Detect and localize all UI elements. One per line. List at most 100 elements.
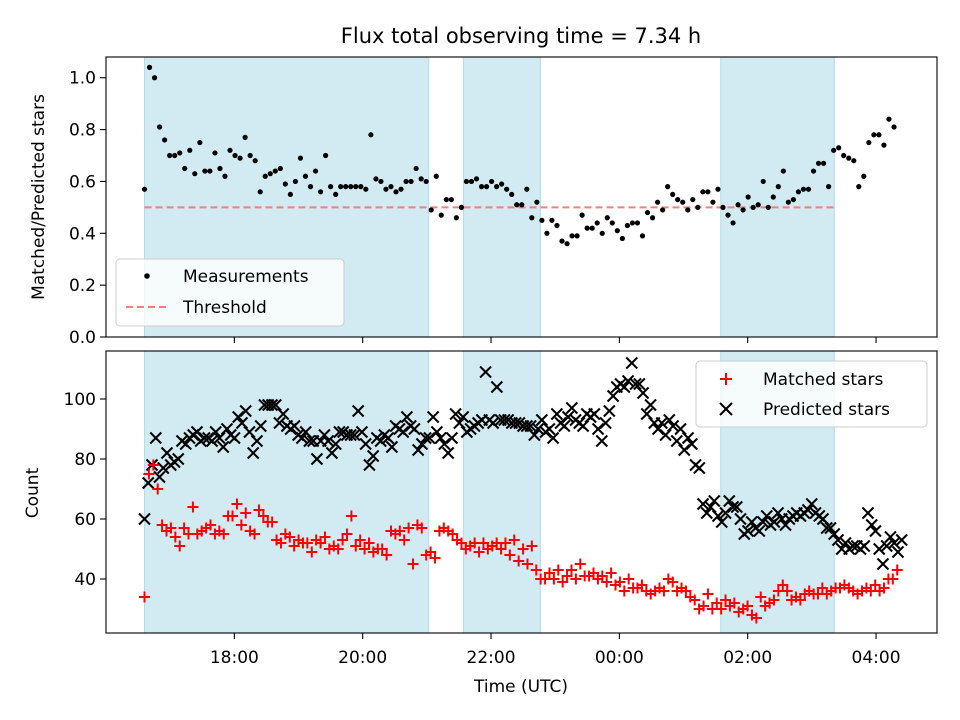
predicted-stars-points xyxy=(138,356,908,571)
matched-star-point xyxy=(376,543,388,555)
ratio-panel: 0.0 0.2 0.4 0.6 0.8 1.0 Matched/Predicted sta… xyxy=(29,56,938,348)
predicted-star-point xyxy=(288,419,301,433)
measurement-point xyxy=(720,204,726,210)
predicted-star-point xyxy=(663,413,676,427)
predicted-star-point xyxy=(715,515,728,529)
measurement-point xyxy=(192,171,198,177)
measurement-point xyxy=(287,191,293,198)
measurement-point xyxy=(358,184,364,190)
matched-star-point xyxy=(187,501,199,513)
matched-star-point xyxy=(477,537,489,549)
predicted-star-point xyxy=(220,422,234,436)
predicted-star-point xyxy=(243,425,256,439)
matched-star-point xyxy=(526,540,538,552)
y-tick-label: 60 xyxy=(74,510,96,530)
matched-star-point xyxy=(891,564,903,576)
predicted-star-point xyxy=(355,425,369,439)
predicted-star-point xyxy=(558,419,571,433)
measurement-point xyxy=(745,194,751,200)
matched-star-point xyxy=(781,585,793,597)
measurement-point xyxy=(599,230,605,236)
matched-star-point xyxy=(139,591,151,603)
predicted-star-point xyxy=(396,425,410,439)
measurement-point xyxy=(690,196,696,203)
predicted-star-point xyxy=(456,410,470,424)
predicted-legend-marker xyxy=(719,402,733,416)
predicted-star-point xyxy=(824,521,837,535)
measurement-point xyxy=(861,173,867,179)
predicted-star-point xyxy=(408,422,421,436)
matched-star-point xyxy=(601,576,613,588)
measurement-point xyxy=(775,184,781,190)
measurement-point xyxy=(463,178,470,185)
x-tick-label: 02:00 xyxy=(723,648,772,668)
measurement-point xyxy=(735,202,741,208)
measurement-point xyxy=(765,204,771,210)
measurement-point xyxy=(891,124,897,130)
ratio-plot-frame xyxy=(105,56,938,338)
predicted-star-point xyxy=(659,428,672,442)
measurement-point xyxy=(715,186,721,192)
measurement-point xyxy=(780,168,786,174)
measurement-point xyxy=(670,191,676,198)
matched-star-point xyxy=(315,537,327,549)
predicted-star-point xyxy=(524,419,537,433)
x-axis-label: Time (UTC) xyxy=(473,677,568,697)
measurement-point xyxy=(826,184,832,190)
measurement-point xyxy=(428,207,434,213)
predicted-star-point xyxy=(546,431,560,445)
predicted-star-point xyxy=(704,500,717,514)
ratio-legend-box xyxy=(115,258,345,327)
measurement-point xyxy=(322,152,329,159)
predicted-star-point xyxy=(434,431,447,445)
predicted-star-point xyxy=(423,431,436,445)
predicted-star-point xyxy=(217,440,230,454)
measurement-point xyxy=(373,176,379,182)
measurement-point xyxy=(614,228,620,234)
measurement-point xyxy=(574,233,580,239)
predicted-star-point xyxy=(895,533,908,547)
predicted-star-point xyxy=(198,431,211,445)
matched-star-point xyxy=(618,585,630,597)
predicted-star-point xyxy=(726,500,740,514)
x-tick-label: 04:00 xyxy=(852,648,901,668)
measurement-point xyxy=(167,152,173,159)
predicted-star-point xyxy=(633,377,646,391)
predicted-star-point xyxy=(741,524,755,538)
matched-star-point xyxy=(689,594,701,606)
measurement-point xyxy=(705,189,711,195)
measurement-point xyxy=(649,215,656,221)
matched-star-point xyxy=(381,549,393,561)
measurement-point xyxy=(549,217,555,223)
predicted-star-point xyxy=(621,374,635,388)
measurement-point xyxy=(197,139,203,146)
measurement-point xyxy=(212,150,218,156)
matched-star-point xyxy=(231,498,243,510)
predicted-star-point xyxy=(498,413,511,427)
y-tick-label: 0.4 xyxy=(69,224,96,244)
predicted-star-point xyxy=(321,434,335,448)
measurement-point xyxy=(846,155,852,161)
measurement-point xyxy=(297,155,304,161)
predicted-star-point xyxy=(640,407,654,421)
x-tick-label: 20:00 xyxy=(338,648,387,668)
predicted-star-point xyxy=(235,416,249,430)
y-tick-label: 0.8 xyxy=(69,121,96,141)
measurement-point xyxy=(333,191,339,198)
predicted-star-point xyxy=(344,428,357,442)
predicted-star-point xyxy=(430,425,444,439)
measurement-point xyxy=(227,147,233,153)
ratio-y-axis: 0.0 0.2 0.4 0.6 0.8 1.0 xyxy=(69,69,106,348)
predicted-star-point xyxy=(453,416,466,430)
matched-star-point xyxy=(249,528,261,540)
predicted-star-point xyxy=(831,533,845,547)
predicted-star-point xyxy=(318,428,331,442)
matched-star-point xyxy=(794,594,806,606)
matched-star-point xyxy=(359,543,371,555)
predicted-star-point xyxy=(760,509,773,523)
matched-star-point xyxy=(266,516,278,528)
predicted-star-point xyxy=(239,404,252,418)
measurement-point xyxy=(222,173,228,179)
measurement-point xyxy=(750,204,756,210)
measurement-point xyxy=(594,220,600,226)
